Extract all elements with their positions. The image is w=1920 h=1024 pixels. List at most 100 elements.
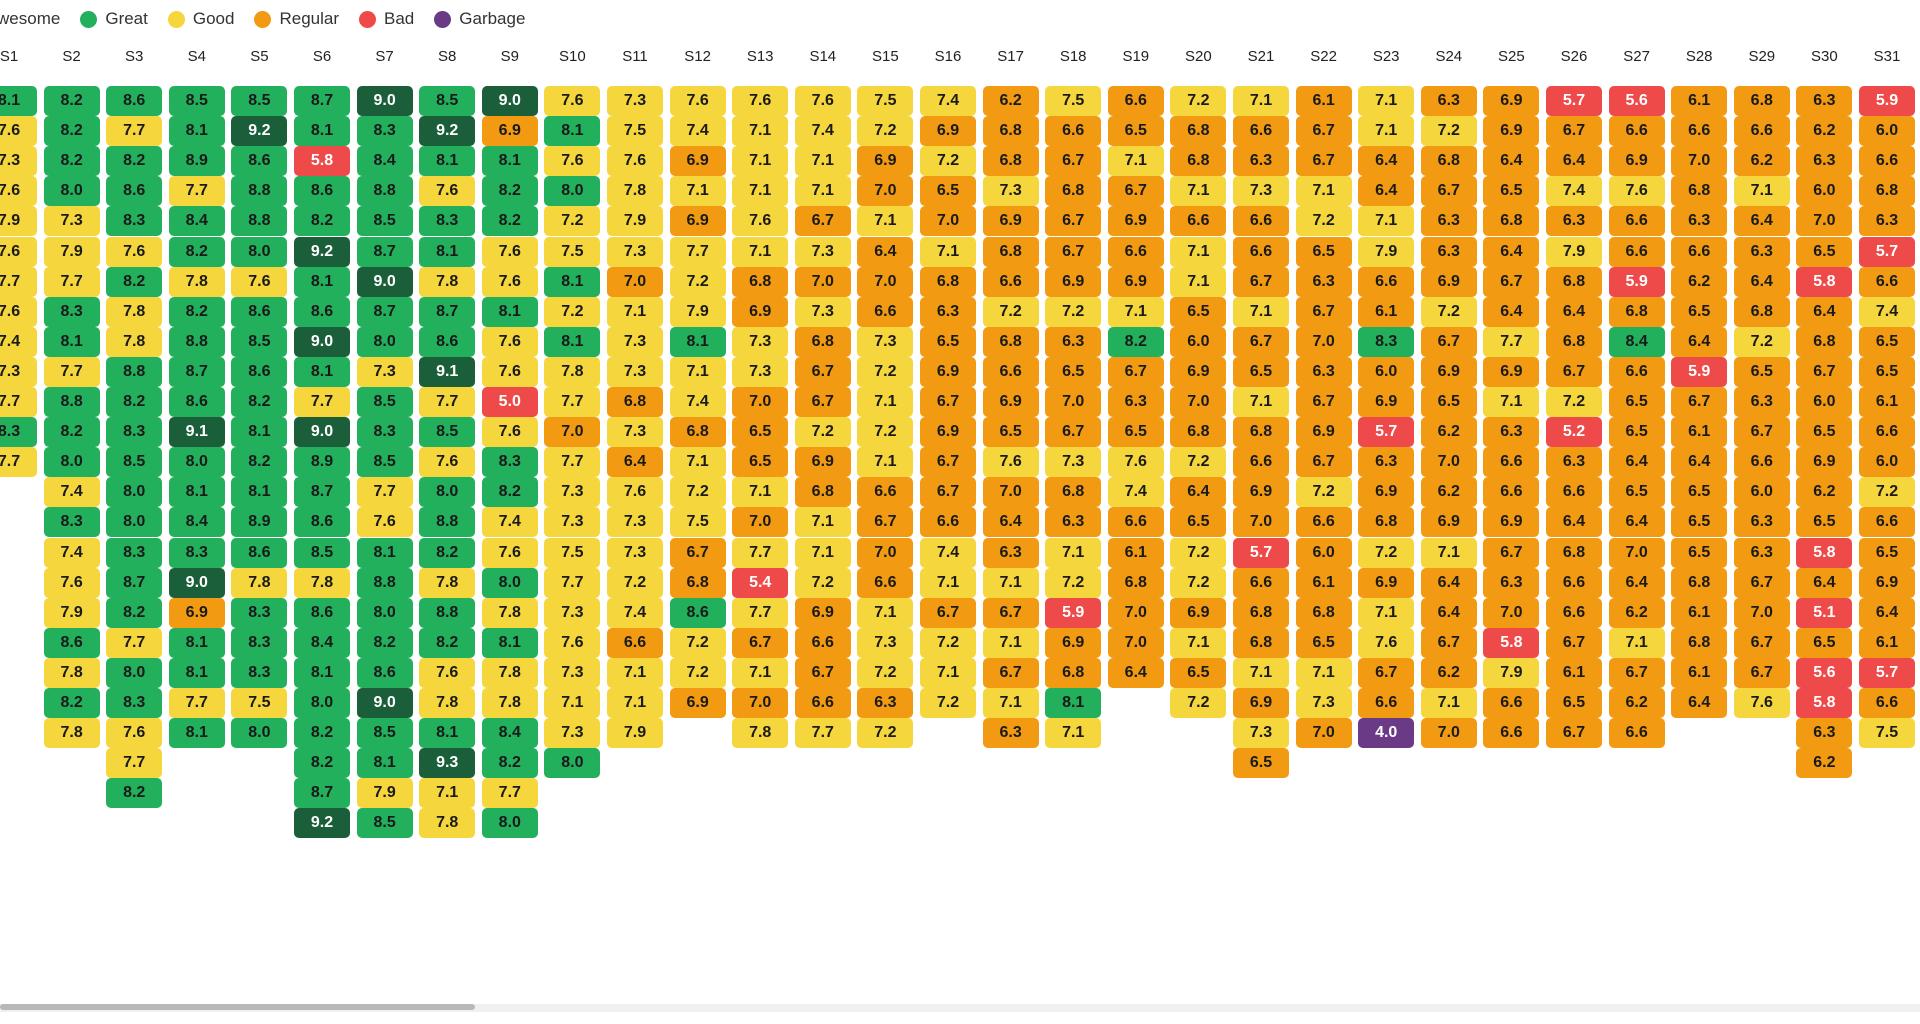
rating-cell[interactable]: 7.2 xyxy=(1733,326,1790,357)
rating-cell[interactable]: 6.1 xyxy=(1671,86,1728,116)
rating-cell[interactable]: 6.1 xyxy=(1859,387,1915,417)
rating-cell[interactable]: 8.4 xyxy=(356,146,413,177)
rating-cell[interactable]: 7.7 xyxy=(43,356,100,387)
rating-cell[interactable]: 6.7 xyxy=(1733,657,1790,688)
rating-cell[interactable]: 6.0 xyxy=(1859,116,1915,147)
rating-cell[interactable]: 7.2 xyxy=(857,718,914,749)
rating-cell[interactable]: 7.2 xyxy=(794,567,851,598)
rating-cell[interactable]: 8.1 xyxy=(356,537,413,568)
rating-cell[interactable]: 7.7 xyxy=(419,387,476,417)
rating-cell[interactable]: 7.3 xyxy=(732,326,789,357)
rating-cell[interactable]: 6.7 xyxy=(732,627,789,658)
rating-cell[interactable]: 6.6 xyxy=(857,477,914,508)
rating-cell[interactable]: 7.7 xyxy=(544,567,601,598)
rating-cell[interactable]: 5.9 xyxy=(1608,266,1665,297)
rating-cell[interactable]: 7.6 xyxy=(481,266,538,297)
rating-cell[interactable]: 6.8 xyxy=(1671,567,1728,598)
rating-cell[interactable]: 6.5 xyxy=(1671,296,1728,327)
rating-cell[interactable]: 7.4 xyxy=(0,326,37,357)
rating-cell[interactable]: 7.6 xyxy=(1358,627,1415,658)
rating-cell[interactable]: 8.3 xyxy=(231,657,288,688)
rating-cell[interactable]: 8.1 xyxy=(544,266,601,297)
rating-cell[interactable]: 8.1 xyxy=(231,477,288,508)
rating-cell[interactable]: 7.2 xyxy=(1859,477,1915,508)
rating-cell[interactable]: 7.1 xyxy=(732,236,789,267)
rating-cell[interactable]: 8.2 xyxy=(43,417,100,448)
rating-cell[interactable]: 6.6 xyxy=(1671,236,1728,267)
rating-cell[interactable]: 7.9 xyxy=(43,597,100,628)
rating-cell[interactable]: 8.6 xyxy=(231,296,288,327)
rating-cell[interactable]: 6.7 xyxy=(1045,417,1102,448)
rating-cell[interactable]: 6.5 xyxy=(1608,387,1665,417)
rating-cell[interactable]: 6.7 xyxy=(1233,266,1289,297)
rating-cell[interactable]: 6.3 xyxy=(1233,146,1289,177)
rating-cell[interactable]: 7.7 xyxy=(481,778,538,809)
rating-cell[interactable]: 7.8 xyxy=(43,657,100,688)
rating-cell[interactable]: 7.1 xyxy=(1045,537,1102,568)
rating-cell[interactable]: 8.7 xyxy=(294,477,350,508)
rating-cell[interactable]: 7.3 xyxy=(794,236,851,267)
rating-cell[interactable]: 6.3 xyxy=(857,688,914,718)
rating-cell[interactable]: 8.7 xyxy=(356,236,413,267)
rating-cell[interactable]: 6.4 xyxy=(1420,597,1477,628)
rating-cell[interactable]: 7.5 xyxy=(544,537,601,568)
rating-cell[interactable]: 8.2 xyxy=(168,296,225,327)
rating-cell[interactable]: 8.6 xyxy=(294,296,350,327)
rating-cell[interactable]: 7.1 xyxy=(1170,176,1227,207)
rating-cell[interactable]: 7.3 xyxy=(544,507,601,538)
rating-cell[interactable]: 6.7 xyxy=(1295,387,1352,417)
rating-cell[interactable]: 8.9 xyxy=(168,146,225,177)
rating-cell[interactable]: 6.6 xyxy=(1859,266,1915,297)
rating-cell[interactable]: 6.3 xyxy=(1859,206,1915,237)
rating-cell[interactable]: 7.1 xyxy=(1733,176,1790,207)
rating-cell[interactable]: 6.7 xyxy=(1295,146,1352,177)
rating-cell[interactable]: 7.1 xyxy=(1608,627,1665,658)
rating-cell[interactable]: 6.8 xyxy=(1233,417,1289,448)
rating-cell[interactable]: 6.3 xyxy=(1420,86,1477,116)
rating-cell[interactable]: 6.3 xyxy=(1733,387,1790,417)
rating-cell[interactable]: 7.2 xyxy=(669,657,726,688)
rating-cell[interactable]: 6.7 xyxy=(920,447,976,478)
rating-cell[interactable]: 6.3 xyxy=(1420,236,1477,267)
rating-cell[interactable]: 8.1 xyxy=(168,116,225,147)
rating-cell[interactable]: 8.0 xyxy=(356,597,413,628)
rating-cell[interactable]: 8.1 xyxy=(231,417,288,448)
rating-cell[interactable]: 7.2 xyxy=(607,567,663,598)
rating-cell[interactable]: 6.9 xyxy=(1170,356,1227,387)
rating-cell[interactable]: 6.6 xyxy=(982,356,1039,387)
rating-cell[interactable]: 6.7 xyxy=(1420,326,1477,357)
rating-cell[interactable]: 8.2 xyxy=(481,206,538,237)
rating-cell[interactable]: 7.2 xyxy=(1045,296,1102,327)
rating-cell[interactable]: 7.0 xyxy=(1420,447,1477,478)
rating-cell[interactable]: 7.4 xyxy=(43,537,100,568)
rating-cell[interactable]: 7.2 xyxy=(920,146,976,177)
rating-cell[interactable]: 6.6 xyxy=(1295,507,1352,538)
rating-cell[interactable]: 9.0 xyxy=(356,266,413,297)
rating-cell[interactable]: 6.1 xyxy=(1671,417,1728,448)
rating-cell[interactable]: 6.4 xyxy=(1546,146,1602,177)
rating-cell[interactable]: 6.8 xyxy=(982,236,1039,267)
rating-cell[interactable]: 7.1 xyxy=(732,116,789,147)
rating-cell[interactable]: 6.0 xyxy=(1170,326,1227,357)
rating-cell[interactable]: 6.4 xyxy=(1358,146,1415,177)
rating-cell[interactable]: 9.0 xyxy=(294,326,350,357)
rating-cell[interactable]: 7.6 xyxy=(0,116,37,147)
rating-cell[interactable]: 6.5 xyxy=(1796,236,1853,267)
rating-cell[interactable]: 6.5 xyxy=(1671,537,1728,568)
rating-cell[interactable]: 8.0 xyxy=(544,176,601,207)
rating-cell[interactable]: 5.8 xyxy=(1796,266,1853,297)
rating-cell[interactable]: 6.9 xyxy=(794,447,851,478)
rating-cell[interactable]: 7.9 xyxy=(607,206,663,237)
rating-cell[interactable]: 6.2 xyxy=(1733,146,1790,177)
rating-cell[interactable]: 7.0 xyxy=(794,266,851,297)
rating-cell[interactable]: 8.5 xyxy=(419,86,476,116)
rating-cell[interactable]: 7.6 xyxy=(481,537,538,568)
rating-cell[interactable]: 7.4 xyxy=(1107,477,1164,508)
rating-cell[interactable]: 8.3 xyxy=(0,417,37,448)
rating-cell[interactable]: 6.3 xyxy=(1045,507,1102,538)
rating-cell[interactable]: 7.3 xyxy=(0,356,37,387)
rating-cell[interactable]: 6.8 xyxy=(1796,326,1853,357)
rating-cell[interactable]: 6.7 xyxy=(1483,537,1540,568)
rating-cell[interactable]: 7.6 xyxy=(732,86,789,116)
rating-cell[interactable]: 6.5 xyxy=(1796,507,1853,538)
